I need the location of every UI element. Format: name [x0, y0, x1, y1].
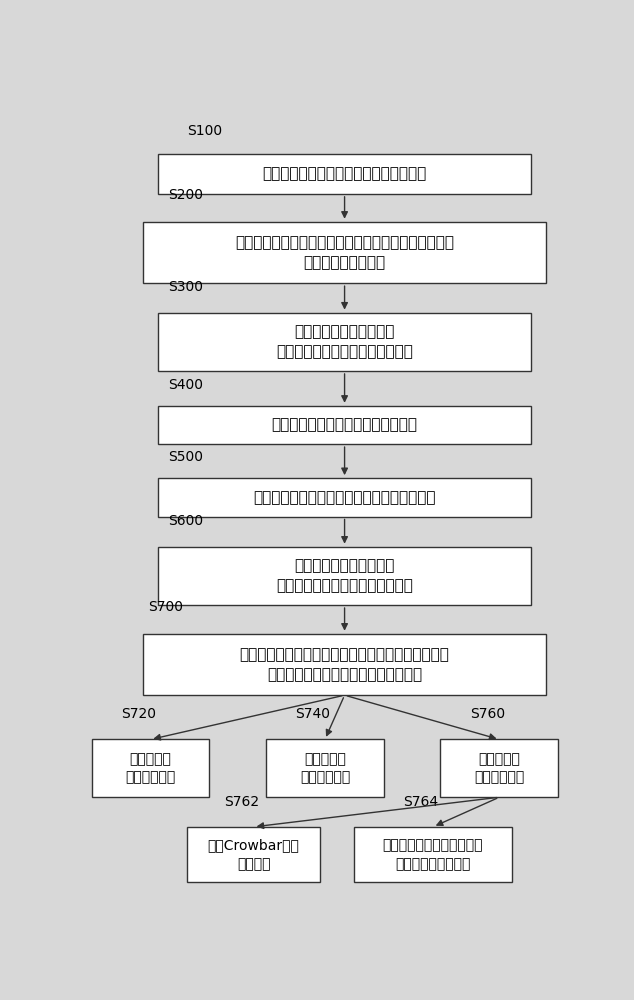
Text: 建立风机轴系模型，模拟风力机机械转矩与发电机电磁
转矩的能量传递关系: 建立风机轴系模型，模拟风力机机械转矩与发电机电磁 转矩的能量传递关系: [235, 235, 454, 270]
Text: S764: S764: [403, 795, 439, 809]
Text: S720: S720: [121, 707, 156, 721]
Text: 仿真Crowbar装置
投切过程: 仿真Crowbar装置 投切过程: [208, 838, 300, 871]
Text: S700: S700: [148, 600, 183, 614]
Text: S400: S400: [168, 378, 203, 392]
Text: S762: S762: [224, 795, 259, 809]
Bar: [158, 406, 531, 444]
Text: S600: S600: [168, 514, 203, 528]
Text: 故障状态的
电磁暂态仿真: 故障状态的 电磁暂态仿真: [474, 752, 524, 785]
Text: S100: S100: [188, 124, 223, 138]
Text: 三相不对称故障时转子电流
的瞬时值和幅值仿真: 三相不对称故障时转子电流 的瞬时值和幅值仿真: [383, 838, 483, 871]
Text: 建立桨距控制系统模型，
模拟桨距角控制及其过载保护功能: 建立桨距控制系统模型， 模拟桨距角控制及其过载保护功能: [276, 324, 413, 359]
Text: S760: S760: [470, 707, 505, 721]
Text: S740: S740: [295, 707, 330, 721]
Text: 设置初始运行工况，设置微秒级别的仿真步长，进入
风电机组系统的电磁暂态仿真运行状态: 设置初始运行工况，设置微秒级别的仿真步长，进入 风电机组系统的电磁暂态仿真运行状…: [240, 647, 450, 682]
Bar: [266, 739, 384, 797]
Bar: [158, 478, 531, 517]
Bar: [143, 634, 546, 695]
Bar: [188, 827, 320, 882]
Bar: [158, 313, 531, 371]
Text: 建立风功率模型模拟风力机吸收的风功率: 建立风功率模型模拟风力机吸收的风功率: [262, 166, 427, 181]
Bar: [91, 739, 209, 797]
Text: 风速阶跃的
电磁暂态仿真: 风速阶跃的 电磁暂态仿真: [126, 752, 176, 785]
Bar: [158, 547, 531, 605]
Text: 建立双馈异步感应电机电气仿真模型: 建立双馈异步感应电机电气仿真模型: [271, 417, 418, 432]
Bar: [441, 739, 559, 797]
Text: S500: S500: [168, 450, 203, 464]
Text: 无功阶跃的
电磁暂态仿真: 无功阶跃的 电磁暂态仿真: [300, 752, 350, 785]
Bar: [143, 222, 546, 283]
Bar: [158, 154, 531, 194]
Text: S200: S200: [168, 188, 203, 202]
Text: 建立电网侧变频器和转子侧变频器控制器模型: 建立电网侧变频器和转子侧变频器控制器模型: [254, 490, 436, 505]
Text: S300: S300: [168, 280, 203, 294]
Text: 使用风电机组仿真模型，
建立双馈风机单机无穷大系统模型: 使用风电机组仿真模型， 建立双馈风机单机无穷大系统模型: [276, 558, 413, 593]
Bar: [354, 827, 512, 882]
